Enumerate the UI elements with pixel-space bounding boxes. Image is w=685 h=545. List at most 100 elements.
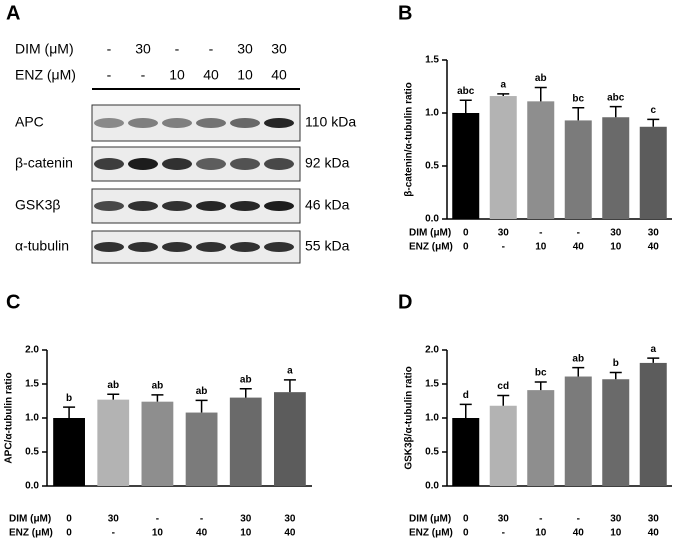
y-tick-label: 0.5 xyxy=(25,447,39,458)
error-bar xyxy=(151,394,164,402)
y-tick-label: 1.0 xyxy=(25,413,39,424)
x-tick-label: - xyxy=(200,514,203,525)
annotation: b xyxy=(613,358,619,369)
band xyxy=(196,242,226,252)
x-tick-label: 0 xyxy=(66,514,72,525)
band xyxy=(230,242,260,252)
condition-label: 30 xyxy=(135,41,151,57)
error-bar xyxy=(63,406,76,418)
x-tick-label: 30 xyxy=(240,514,252,525)
x-tick-label: 30 xyxy=(610,228,622,239)
error-bar xyxy=(497,394,510,406)
annotation: ab xyxy=(107,380,119,391)
protein-label: APC xyxy=(15,114,44,130)
bar xyxy=(274,392,306,486)
annotation: a xyxy=(287,366,293,377)
error-bar xyxy=(572,366,585,377)
y-tick-label: 0.0 xyxy=(25,481,39,492)
annotation: a xyxy=(650,344,656,355)
x-tick-label: 30 xyxy=(610,514,622,525)
band xyxy=(264,242,294,252)
bar xyxy=(452,418,480,486)
x-tick-label: 40 xyxy=(196,528,208,539)
row-name: DIM (μM) xyxy=(409,228,451,239)
error-bar xyxy=(497,93,510,97)
annotation: d xyxy=(463,390,469,401)
y-tick-label: 1.0 xyxy=(425,413,439,424)
annotation: ab xyxy=(572,353,584,364)
panel-letter: C xyxy=(6,291,20,313)
x-tick-label: 0 xyxy=(66,528,72,539)
x-tick-label: - xyxy=(502,528,505,539)
bar xyxy=(564,376,592,486)
band xyxy=(162,201,192,211)
error-bar xyxy=(195,399,208,413)
band xyxy=(230,201,260,211)
band xyxy=(196,201,226,211)
x-tick-label: 30 xyxy=(284,514,296,525)
bar xyxy=(97,399,130,486)
condition-name: DIM (μM) xyxy=(15,41,74,57)
annotation: bc xyxy=(572,93,584,104)
annotation: abc xyxy=(607,92,625,103)
bar xyxy=(602,117,630,219)
y-tick-label: 0.0 xyxy=(425,481,439,492)
annotation: ab xyxy=(196,386,208,397)
annotation: cd xyxy=(497,381,509,392)
y-tick-label: 2.0 xyxy=(25,345,39,356)
band xyxy=(264,201,294,211)
error-bar xyxy=(534,86,547,102)
error-bar xyxy=(239,388,252,398)
band xyxy=(196,158,226,170)
condition-label: 40 xyxy=(203,67,219,83)
annotation: ab xyxy=(240,374,252,385)
y-axis-title: GSK3β/α-tubulin ratio xyxy=(404,366,415,469)
x-tick-label: 40 xyxy=(573,528,585,539)
x-tick-label: 10 xyxy=(152,528,164,539)
bar xyxy=(489,96,517,219)
y-tick-label: 0.0 xyxy=(425,214,439,225)
x-tick-label: 30 xyxy=(498,514,510,525)
annotation: ab xyxy=(152,381,164,392)
row-name: DIM (μM) xyxy=(9,514,51,525)
band xyxy=(94,118,124,128)
x-tick-label: - xyxy=(502,242,505,253)
y-axis-title: APC/α-tubulin ratio xyxy=(4,372,15,463)
annotation: abc xyxy=(457,86,475,97)
bar xyxy=(141,401,174,486)
condition-label: 10 xyxy=(237,67,253,83)
y-tick-label: 0.5 xyxy=(425,161,439,172)
x-tick-label: 30 xyxy=(648,228,660,239)
x-tick-label: 10 xyxy=(610,242,622,253)
size-label: 55 kDa xyxy=(305,238,350,254)
x-tick-label: 10 xyxy=(535,242,547,253)
error-bar xyxy=(534,381,547,391)
error-bar xyxy=(107,393,120,400)
x-tick-label: 30 xyxy=(108,514,120,525)
band xyxy=(162,158,192,170)
band xyxy=(94,242,124,252)
x-tick-label: 0 xyxy=(463,242,469,253)
error-bar xyxy=(459,403,472,418)
x-tick-label: 40 xyxy=(648,242,660,253)
bar xyxy=(489,405,517,486)
band xyxy=(94,158,124,170)
condition-label: 10 xyxy=(169,67,185,83)
x-tick-label: 10 xyxy=(535,528,547,539)
bar xyxy=(639,362,667,486)
error-bar xyxy=(609,105,622,118)
y-tick-label: 2.0 xyxy=(425,345,439,356)
band xyxy=(128,158,158,170)
y-tick-label: 0.5 xyxy=(425,447,439,458)
x-tick-label: - xyxy=(539,228,542,239)
y-tick-label: 1.5 xyxy=(25,379,39,390)
x-tick-label: 30 xyxy=(648,514,660,525)
bar xyxy=(527,390,555,486)
bar xyxy=(452,113,480,219)
band xyxy=(230,158,260,170)
row-name: ENZ (μM) xyxy=(9,528,53,539)
x-tick-label: 0 xyxy=(463,528,469,539)
x-tick-label: - xyxy=(577,228,580,239)
band xyxy=(128,201,158,211)
